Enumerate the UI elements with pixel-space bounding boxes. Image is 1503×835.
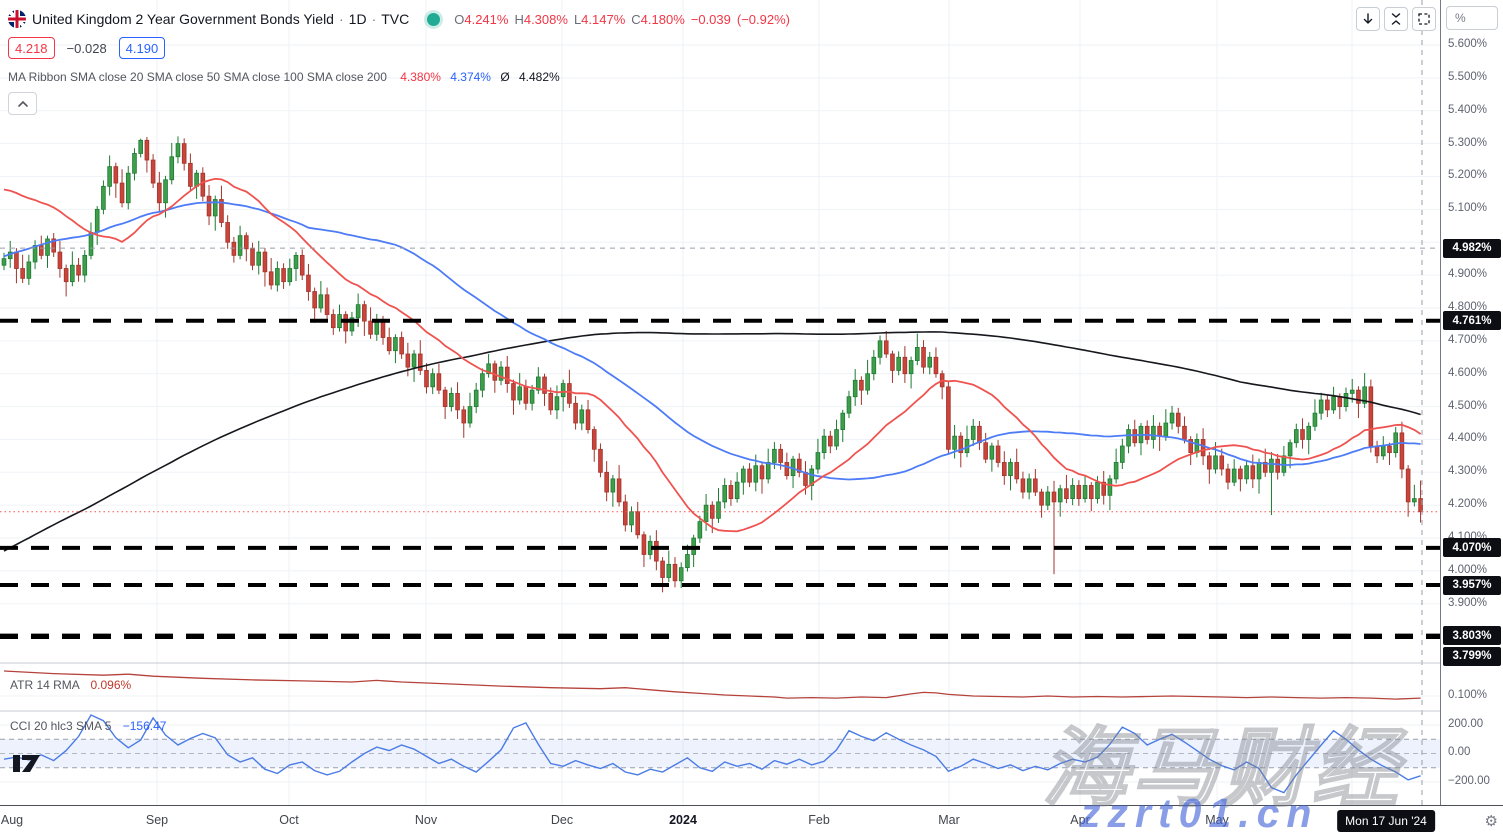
download-button[interactable] — [1356, 7, 1380, 31]
indicator-axis-label: −200.00 — [1448, 775, 1490, 787]
price-axis-label: 5.100% — [1448, 202, 1488, 215]
price-axis[interactable]: % 5.600% 5.500% 5.400% 5.300% 5.200% 5.100% 4.… — [1440, 0, 1503, 805]
chart-canvas[interactable] — [0, 0, 1440, 805]
arrow-down-icon — [1363, 13, 1373, 24]
legend-collapse-button[interactable] — [8, 92, 37, 115]
interval-label[interactable]: 1D — [348, 11, 367, 27]
indicator-axis-label: 0.100% — [1448, 689, 1488, 701]
sell-price-button[interactable]: 4.218 — [8, 37, 55, 59]
close-label: C — [631, 11, 641, 27]
change-percent: (−0.92%) — [736, 11, 790, 27]
legend: United Kingdom 2 Year Government Bonds Y… — [8, 8, 796, 115]
separator: · — [371, 11, 377, 27]
low-label: L — [573, 11, 582, 27]
cci-legend[interactable]: CCI 20 hlc3 SMA 5 −156.47 — [10, 719, 166, 733]
cci-label: CCI 20 hlc3 SMA 5 — [10, 719, 112, 733]
indicator-axis-label: 200.00 — [1448, 718, 1484, 730]
price-axis-label: 5.300% — [1448, 136, 1488, 149]
price-level-badge: 3.957% — [1443, 575, 1501, 595]
ma-ribbon-row[interactable]: MA Ribbon SMA close 20 SMA close 50 SMA … — [8, 70, 796, 84]
time-axis-label: Sep — [145, 813, 169, 827]
ohlc-values: O4.241% H4.308% L4.147% C4.180% −0.039 (−0.92… — [454, 12, 796, 27]
atr-label: ATR 14 RMA — [10, 678, 80, 692]
price-axis-label: 4.400% — [1448, 432, 1488, 445]
time-axis-label: Aug — [0, 813, 24, 827]
price-level-badge: 4.982% — [1443, 238, 1501, 258]
exchange-label[interactable]: TVC — [381, 11, 410, 27]
time-axis-label: 2024 — [669, 813, 697, 827]
price-axis-label: 4.700% — [1448, 333, 1488, 346]
uk-flag-icon — [8, 10, 26, 28]
atr-legend[interactable]: ATR 14 RMA 0.096% — [10, 678, 131, 692]
low-value: 4.147% — [581, 11, 626, 27]
fullscreen-frame-icon — [1418, 13, 1430, 25]
buy-price-button[interactable]: 4.190 — [118, 37, 166, 59]
price-level-badge: 3.799% — [1443, 646, 1501, 666]
time-axis-label: Apr — [1070, 813, 1090, 827]
price-axis-label: 4.800% — [1448, 300, 1488, 313]
chevron-up-icon — [17, 100, 28, 107]
crosshair-date-badge: Mon 17 Jun '24 — [1337, 810, 1435, 832]
time-axis-label: May — [1205, 813, 1229, 827]
price-axis-label: 4.500% — [1448, 399, 1488, 412]
indicator-axis-label: 0.00 — [1448, 746, 1471, 758]
close-value: 4.180% — [640, 11, 685, 27]
separator: · — [338, 11, 344, 27]
atr-value: 0.096% — [90, 678, 132, 692]
price-axis-label: 5.400% — [1448, 103, 1488, 116]
market-status-dot[interactable] — [427, 12, 441, 26]
settings-gear-icon[interactable]: ⚙ — [1484, 813, 1498, 830]
ma-avg-label: Ø — [500, 70, 510, 84]
pane-toolbar — [1356, 7, 1436, 31]
bid-ask-row: 4.218 −0.028 4.190 — [8, 37, 796, 59]
price-axis-label: 4.600% — [1448, 366, 1488, 379]
price-axis-label: 4.200% — [1448, 498, 1488, 511]
price-axis-label: 5.600% — [1448, 38, 1488, 50]
price-level-badge: 3.803% — [1443, 626, 1501, 646]
symbol-row: United Kingdom 2 Year Government Bonds Y… — [8, 8, 796, 30]
time-axis-label: Feb — [808, 813, 830, 827]
time-axis-label: Oct — [279, 813, 299, 827]
cci-value: −156.47 — [122, 719, 167, 733]
price-axis-label: 5.200% — [1448, 169, 1488, 182]
symbol-title[interactable]: United Kingdom 2 Year Government Bonds Y… — [32, 11, 334, 27]
price-axis-label: 4.300% — [1448, 465, 1488, 478]
tradingview-logo-icon — [13, 755, 40, 772]
price-level-badge: 4.761% — [1443, 311, 1501, 331]
spread-value: −0.028 — [66, 40, 107, 56]
price-axis-label: 3.900% — [1448, 596, 1488, 609]
open-label: O — [454, 11, 465, 27]
price-axis-label: 4.000% — [1448, 563, 1488, 576]
percent-unit-button[interactable]: % — [1446, 6, 1498, 30]
ma-red-value: 4.380% — [400, 70, 441, 84]
time-axis-label: Mar — [938, 813, 960, 827]
time-axis-label: Dec — [550, 813, 574, 827]
price-level-badge: 4.070% — [1443, 538, 1501, 558]
time-axis[interactable]: ⚙ Aug Sep Oct Nov Dec 2024 Feb Mar Apr May Mon 17 … — [0, 805, 1503, 835]
tradingview-logo[interactable] — [13, 750, 45, 776]
change-value: −0.039 — [690, 11, 731, 27]
ma-avg-value: 4.482% — [519, 70, 560, 84]
open-value: 4.241% — [464, 11, 509, 27]
maximize-pane-button[interactable] — [1412, 7, 1436, 31]
high-value: 4.308% — [523, 11, 568, 27]
collapse-pane-button[interactable] — [1384, 7, 1408, 31]
high-label: H — [514, 11, 524, 27]
ma-ribbon-label: MA Ribbon SMA close 20 SMA close 50 SMA … — [8, 70, 387, 84]
price-axis-label: 5.500% — [1448, 70, 1488, 83]
time-axis-label: Nov — [414, 813, 438, 827]
chevrons-collapse-icon — [1391, 13, 1401, 25]
ma-blue-value: 4.374% — [450, 70, 491, 84]
price-axis-label: 4.900% — [1448, 268, 1488, 281]
